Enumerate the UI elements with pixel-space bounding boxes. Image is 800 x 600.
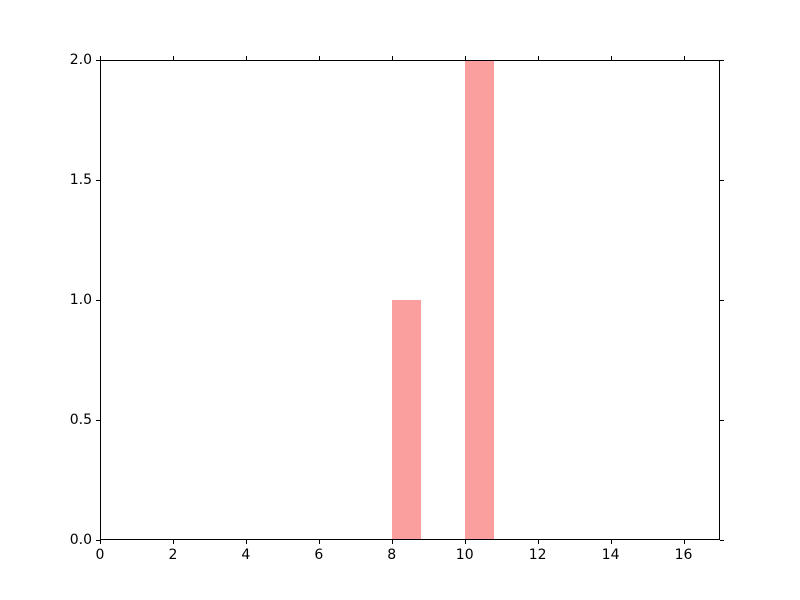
xtick-label: 12 xyxy=(529,547,547,563)
xtick-mark-top xyxy=(173,56,174,60)
ytick-mark-right xyxy=(720,180,724,181)
ytick-mark xyxy=(96,60,100,61)
bar-1 xyxy=(465,60,494,540)
xtick-mark-top xyxy=(684,56,685,60)
xtick-label: 10 xyxy=(456,547,474,563)
xtick-label: 2 xyxy=(168,547,177,563)
xtick-mark xyxy=(465,540,466,544)
xtick-label: 0 xyxy=(96,547,105,563)
xtick-mark xyxy=(392,540,393,544)
xtick-mark-top xyxy=(246,56,247,60)
ytick-mark-right xyxy=(720,300,724,301)
ytick-mark-right xyxy=(720,540,724,541)
ytick-label: 0.5 xyxy=(70,412,92,428)
xtick-label: 6 xyxy=(314,547,323,563)
xtick-label: 8 xyxy=(387,547,396,563)
xtick-mark xyxy=(538,540,539,544)
ytick-mark-right xyxy=(720,60,724,61)
xtick-mark xyxy=(319,540,320,544)
xtick-mark-top xyxy=(611,56,612,60)
xtick-mark xyxy=(173,540,174,544)
ytick-mark xyxy=(96,300,100,301)
ytick-mark xyxy=(96,420,100,421)
xtick-mark-top xyxy=(392,56,393,60)
ytick-label: 0.0 xyxy=(70,532,92,548)
bar-0 xyxy=(392,300,421,540)
ytick-label: 2.0 xyxy=(70,52,92,68)
xtick-mark xyxy=(246,540,247,544)
xtick-label: 4 xyxy=(241,547,250,563)
xtick-mark xyxy=(100,540,101,544)
xtick-label: 14 xyxy=(602,547,620,563)
xtick-mark-top xyxy=(538,56,539,60)
xtick-mark xyxy=(684,540,685,544)
xtick-label: 16 xyxy=(675,547,693,563)
ytick-mark-right xyxy=(720,420,724,421)
xtick-mark-top xyxy=(465,56,466,60)
figure: 0 2 4 6 8 10 12 14 16 0.0 0.5 1.0 1.5 2.0 xyxy=(0,0,800,600)
ytick-mark xyxy=(96,540,100,541)
xtick-mark-top xyxy=(319,56,320,60)
xtick-mark xyxy=(611,540,612,544)
ytick-label: 1.5 xyxy=(70,172,92,188)
ytick-label: 1.0 xyxy=(70,292,92,308)
plot-axes xyxy=(100,60,720,540)
ytick-mark xyxy=(96,180,100,181)
xtick-mark-top xyxy=(100,56,101,60)
